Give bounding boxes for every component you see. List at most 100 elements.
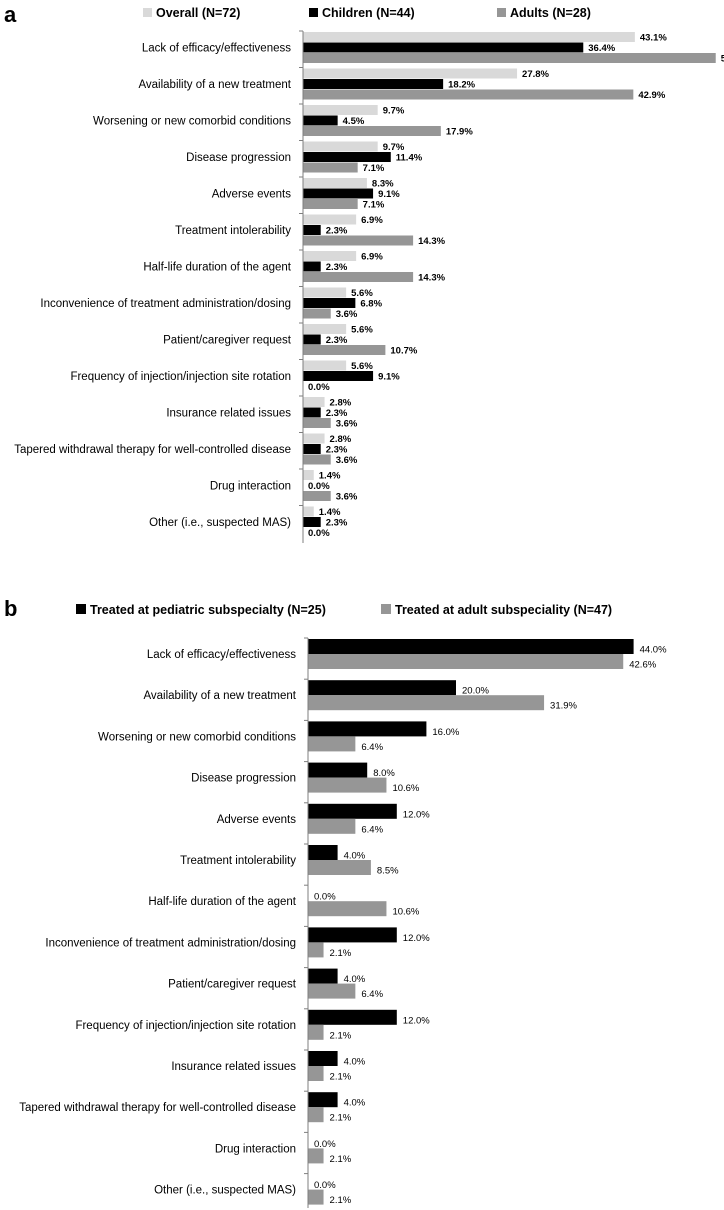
bar-a-overall-n-72-1 (303, 32, 635, 42)
bar-b-treated-at-pediatric-subspecialty-n-25-9 (308, 968, 338, 984)
data-label-b-treated-at-adult-subspeciality-n-47-1: 42.6% (629, 660, 656, 671)
legend-label-b-2: Treated at adult subspeciality (N=47) (395, 603, 612, 617)
bar-b-treated-at-adult-subspeciality-n-47-14 (308, 1189, 324, 1205)
data-label-a-adults-n-28-11: 3.6% (336, 419, 358, 430)
bar-a-overall-n-72-10 (303, 360, 347, 371)
bar-a-children-n-44-11 (303, 407, 321, 418)
bar-b-treated-at-adult-subspeciality-n-47-12 (308, 1107, 324, 1123)
bar-b-treated-at-pediatric-subspecialty-n-25-11 (308, 1051, 338, 1066)
legend-label-b-1: Treated at pediatric subspecialty (N=25) (90, 603, 326, 617)
data-label-b-treated-at-adult-subspeciality-n-47-9: 6.4% (361, 989, 383, 1000)
data-label-b-treated-at-adult-subspeciality-n-47-10: 2.1% (330, 1030, 352, 1041)
bar-a-children-n-44-6 (303, 225, 321, 235)
bar-a-adults-n-28-12 (303, 454, 331, 465)
data-label-b-treated-at-adult-subspeciality-n-47-7: 10.6% (392, 907, 419, 918)
data-label-a-adults-n-28-1: 53.6% (721, 54, 724, 65)
bar-a-children-n-44-14 (303, 517, 321, 527)
data-label-a-children-n-44-6: 2.3% (326, 226, 348, 237)
bar-a-overall-n-72-8 (303, 287, 347, 298)
bar-b-treated-at-adult-subspeciality-n-47-5 (308, 818, 356, 834)
bar-b-treated-at-pediatric-subspecialty-n-25-10 (308, 1009, 397, 1025)
bar-b-treated-at-adult-subspeciality-n-47-9 (308, 983, 356, 999)
data-label-a-adults-n-28-4: 7.1% (363, 163, 385, 174)
data-label-b-treated-at-pediatric-subspecialty-n-25-12: 4.0% (344, 1098, 366, 1109)
category-label-a-adverse-events: Adverse events (212, 189, 292, 201)
bar-a-adults-n-28-4 (303, 162, 358, 173)
category-label-b-patient-caregiver-request: Patient/caregiver request (168, 979, 297, 991)
bar-a-adults-n-28-8 (303, 308, 331, 319)
data-label-a-children-n-44-5: 9.1% (378, 189, 400, 200)
data-label-b-treated-at-adult-subspeciality-n-47-8: 2.1% (330, 948, 352, 959)
bar-a-adults-n-28-9 (303, 345, 386, 355)
data-label-b-treated-at-pediatric-subspecialty-n-25-1: 44.0% (640, 645, 667, 656)
bar-a-overall-n-72-9 (303, 324, 347, 334)
bar-b-treated-at-adult-subspeciality-n-47-4 (308, 777, 387, 793)
category-label-b-worsening-or-new-comorbid-conditions: Worsening or new comorbid conditions (98, 731, 296, 743)
category-label-b-frequency-of-injection-injection-site-rotation: Frequency of injection/injection site ro… (75, 1020, 296, 1032)
data-label-b-treated-at-adult-subspeciality-n-47-13: 2.1% (330, 1154, 352, 1165)
category-label-a-half-life-duration-of-the-agent: Half-life duration of the agent (143, 262, 291, 274)
bar-a-adults-n-28-13 (303, 491, 331, 501)
chart-panel-b: Treated at pediatric subspecialty (N=25)… (19, 603, 667, 1208)
bar-a-children-n-44-3 (303, 115, 338, 126)
bar-a-children-n-44-4 (303, 152, 391, 162)
data-label-a-adults-n-28-6: 14.3% (418, 236, 445, 247)
legend-swatch-a-3 (497, 8, 506, 17)
data-label-b-treated-at-adult-subspeciality-n-47-6: 8.5% (377, 866, 399, 877)
bar-a-children-n-44-10 (303, 371, 374, 381)
data-label-a-overall-n-72-12: 2.8% (330, 434, 352, 445)
data-label-b-treated-at-pediatric-subspecialty-n-25-11: 4.0% (344, 1057, 366, 1068)
category-label-b-disease-progression: Disease progression (191, 773, 296, 785)
data-label-a-children-n-44-8: 6.8% (360, 299, 382, 310)
bar-a-overall-n-72-12 (303, 433, 325, 444)
data-label-b-treated-at-adult-subspeciality-n-47-3: 6.4% (361, 742, 383, 753)
bar-b-treated-at-adult-subspeciality-n-47-11 (308, 1066, 324, 1081)
data-label-b-treated-at-pediatric-subspecialty-n-25-7: 0.0% (314, 892, 336, 903)
data-label-b-treated-at-pediatric-subspecialty-n-25-13: 0.0% (314, 1139, 336, 1150)
category-label-a-insurance-related-issues: Insurance related issues (166, 408, 291, 420)
category-label-b-other-i-e-suspected-mas: Other (i.e., suspected MAS) (154, 1185, 296, 1197)
bar-a-adults-n-28-6 (303, 235, 414, 246)
data-label-a-overall-n-72-11: 2.8% (330, 398, 352, 409)
bar-a-overall-n-72-13 (303, 470, 314, 480)
data-label-b-treated-at-pediatric-subspecialty-n-25-10: 12.0% (403, 1015, 430, 1026)
data-label-a-children-n-44-4: 11.4% (396, 153, 423, 164)
data-label-b-treated-at-pediatric-subspecialty-n-25-8: 12.0% (403, 933, 430, 944)
bar-a-adults-n-28-5 (303, 199, 358, 209)
legend-swatch-a-2 (309, 8, 318, 17)
data-label-a-children-n-44-13: 0.0% (308, 481, 330, 492)
bar-a-overall-n-72-4 (303, 141, 378, 152)
data-label-a-children-n-44-1: 36.4% (588, 43, 615, 54)
category-label-a-patient-caregiver-request: Patient/caregiver request (163, 335, 292, 347)
category-label-a-tapered-withdrawal-therapy-for-well-controlled-disease: Tapered withdrawal therapy for well-cont… (14, 444, 291, 456)
category-label-a-disease-progression: Disease progression (186, 152, 291, 164)
data-label-a-overall-n-72-3: 9.7% (383, 106, 405, 117)
bar-b-treated-at-adult-subspeciality-n-47-10 (308, 1024, 324, 1040)
data-label-a-overall-n-72-5: 8.3% (372, 179, 394, 190)
data-label-a-children-n-44-9: 2.3% (326, 335, 348, 346)
bar-b-treated-at-pediatric-subspecialty-n-25-12 (308, 1092, 338, 1108)
data-label-b-treated-at-adult-subspeciality-n-47-11: 2.1% (330, 1072, 352, 1083)
data-label-a-adults-n-28-10: 0.0% (308, 382, 330, 393)
data-label-a-children-n-44-10: 9.1% (378, 372, 400, 383)
data-label-b-treated-at-pediatric-subspecialty-n-25-3: 16.0% (432, 727, 459, 738)
legend-swatch-a-1 (143, 8, 152, 17)
category-label-b-insurance-related-issues: Insurance related issues (171, 1061, 296, 1073)
data-label-a-children-n-44-12: 2.3% (326, 445, 348, 456)
category-label-a-drug-interaction: Drug interaction (210, 481, 291, 493)
bar-b-treated-at-pediatric-subspecialty-n-25-3 (308, 721, 427, 737)
category-label-a-lack-of-efficacy-effectiveness: Lack of efficacy/effectiveness (142, 43, 291, 55)
bar-a-overall-n-72-11 (303, 397, 325, 407)
bar-b-treated-at-pediatric-subspecialty-n-25-1 (308, 639, 634, 654)
data-label-b-treated-at-adult-subspeciality-n-47-4: 10.6% (392, 783, 419, 794)
legend-label-a-2: Children (N=44) (322, 6, 415, 20)
data-label-b-treated-at-pediatric-subspecialty-n-25-14: 0.0% (314, 1180, 336, 1191)
bar-b-treated-at-adult-subspeciality-n-47-6 (308, 860, 371, 875)
bar-b-treated-at-adult-subspeciality-n-47-8 (308, 942, 324, 958)
category-label-a-worsening-or-new-comorbid-conditions: Worsening or new comorbid conditions (93, 116, 291, 128)
category-label-b-availability-of-a-new-treatment: Availability of a new treatment (143, 690, 296, 702)
data-label-a-overall-n-72-9: 5.6% (351, 325, 373, 336)
bar-b-treated-at-adult-subspeciality-n-47-13 (308, 1148, 324, 1164)
bar-b-treated-at-pediatric-subspecialty-n-25-6 (308, 845, 338, 860)
category-label-b-treatment-intolerability: Treatment intolerability (180, 855, 296, 867)
